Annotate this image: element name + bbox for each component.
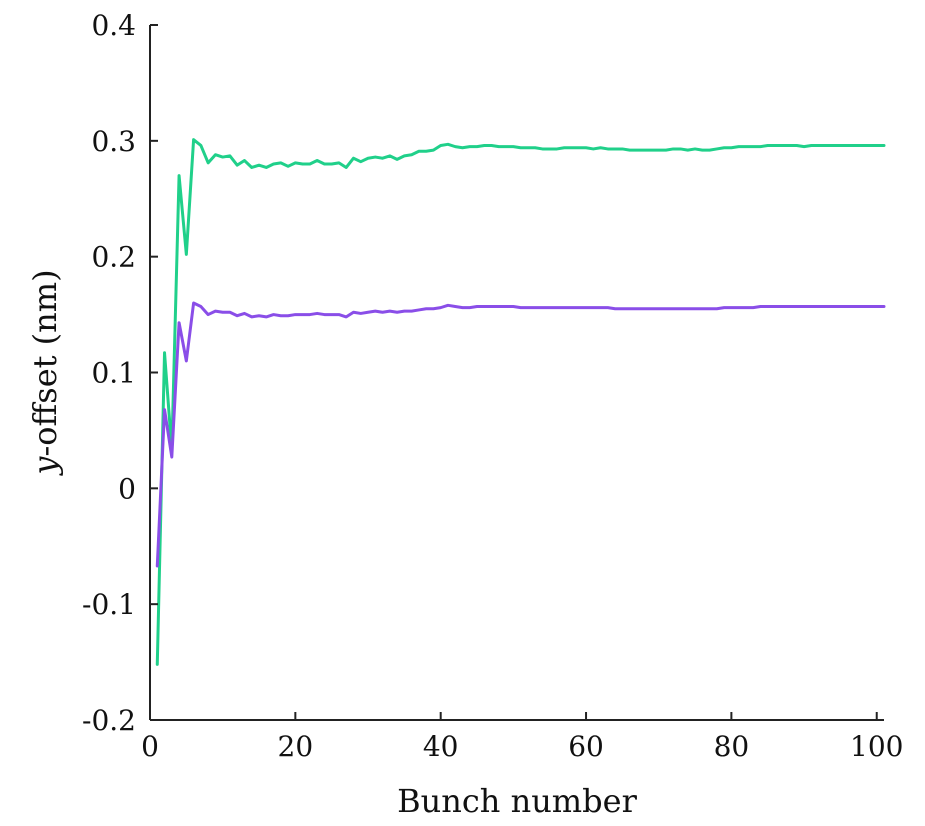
x-tick-label: 100 bbox=[850, 730, 903, 763]
x-tick-label: 60 bbox=[568, 730, 604, 763]
x-ticks: 0 20 40 60 80 100 bbox=[141, 712, 903, 763]
y-tick-label: 0.4 bbox=[91, 9, 136, 42]
y-tick-label: 0.2 bbox=[91, 241, 136, 274]
x-tick-label: 40 bbox=[423, 730, 459, 763]
y-tick-label: -0.1 bbox=[82, 588, 136, 621]
plot-lines bbox=[155, 138, 886, 666]
series-line-1 bbox=[155, 138, 886, 666]
y-axis-title-rest: -offset (nm) bbox=[26, 269, 64, 456]
y-tick-label: 0 bbox=[118, 472, 136, 505]
x-tick-label: 80 bbox=[714, 730, 750, 763]
y-tick-label: -0.2 bbox=[82, 704, 136, 737]
series-line-2 bbox=[155, 301, 886, 568]
x-tick-label: 20 bbox=[278, 730, 314, 763]
y-tick-label: 0.3 bbox=[91, 125, 136, 158]
y-axis-title: y-offset (nm) bbox=[26, 269, 64, 476]
x-tick-label: 0 bbox=[141, 730, 159, 763]
x-axis-title: Bunch number bbox=[397, 782, 637, 820]
y-tick-label: 0.1 bbox=[91, 357, 136, 390]
y-ticks: -0.2 -0.1 0 0.1 0.2 0.3 0.4 bbox=[82, 9, 158, 737]
y-axis-title-variable: y bbox=[26, 456, 64, 477]
axes bbox=[149, 25, 884, 721]
